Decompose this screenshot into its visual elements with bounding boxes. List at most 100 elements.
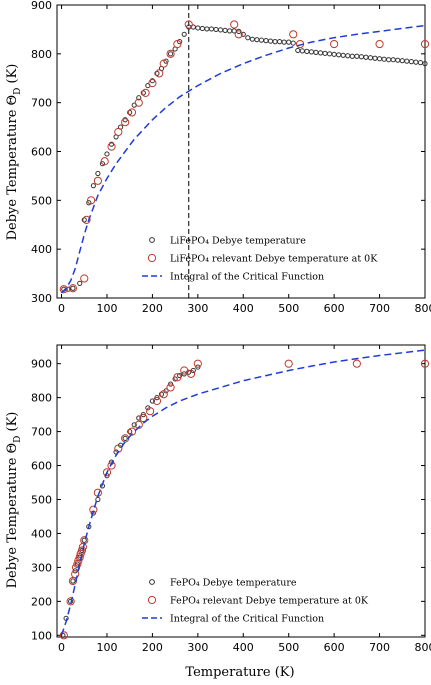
data-point <box>90 183 96 189</box>
data-point <box>186 369 192 375</box>
data-point <box>66 597 75 606</box>
y-tick-label: 900 <box>31 358 52 371</box>
data-point <box>70 578 76 584</box>
series-line <box>60 24 426 294</box>
x-axis-label: Temperature (K) <box>185 665 294 680</box>
data-point <box>180 366 189 375</box>
data-point <box>258 37 265 43</box>
data-point <box>181 31 187 37</box>
y-tick-label: 100 <box>31 629 52 642</box>
data-point <box>304 48 310 54</box>
data-point <box>71 570 80 579</box>
x-tick-label: 600 <box>324 641 345 654</box>
data-point <box>163 58 169 64</box>
y-tick-label: 600 <box>31 146 52 159</box>
data-point <box>127 428 133 435</box>
data-point <box>322 50 328 56</box>
data-point <box>289 30 298 39</box>
x-tick-label: 0 <box>58 302 65 315</box>
data-point <box>272 39 278 45</box>
legend-swatch <box>149 237 155 243</box>
x-tick-label: 700 <box>369 641 390 654</box>
data-point <box>363 54 369 60</box>
y-axis-label-bottom: Debye Temperature ΘD (K) <box>5 412 23 589</box>
data-point <box>222 27 228 33</box>
data-point <box>227 28 233 34</box>
data-point <box>154 70 160 76</box>
data-point <box>249 36 255 42</box>
data-point <box>184 20 193 29</box>
y-tick-label: 700 <box>31 97 52 110</box>
data-point <box>217 27 224 33</box>
data-point <box>134 420 143 429</box>
data-point <box>149 398 156 404</box>
data-point <box>95 496 101 503</box>
series-2 <box>59 359 430 640</box>
data-point <box>95 170 101 177</box>
data-point <box>299 48 305 54</box>
data-point <box>172 376 178 382</box>
data-point <box>372 55 378 61</box>
data-point <box>158 391 165 397</box>
data-point <box>139 413 148 423</box>
data-point <box>263 38 269 44</box>
data-point <box>195 25 201 31</box>
series-3 <box>60 349 426 636</box>
y-tick-label: 300 <box>31 292 52 305</box>
x-tick-label: 0 <box>58 641 65 654</box>
y-tick-label: 500 <box>31 194 52 207</box>
data-point <box>240 31 246 37</box>
data-point <box>186 369 196 378</box>
data-point <box>114 127 123 137</box>
data-point <box>93 176 102 185</box>
data-point <box>376 56 383 62</box>
y-axis-label-top: Debye Temperature ΘD (K) <box>5 64 23 241</box>
data-point <box>166 49 175 58</box>
data-point <box>173 39 182 49</box>
data-point <box>155 69 164 78</box>
data-point <box>284 359 293 368</box>
y-tick-label: 500 <box>31 493 52 506</box>
data-point <box>141 88 150 98</box>
data-point <box>386 57 392 63</box>
data-point <box>313 49 319 55</box>
legend-swatch <box>147 253 157 263</box>
data-point <box>340 52 346 58</box>
chart-panel-top: 0 100 200 300 400 500 600 700 800 300 400 500 600 700… <box>31 0 431 315</box>
y-tick-label: 400 <box>31 527 52 540</box>
y-tick-label: 600 <box>31 460 52 473</box>
data-point <box>81 217 87 223</box>
data-point <box>395 57 401 63</box>
y-tick-label: 700 <box>31 426 52 439</box>
chart-panel-bottom: 0 100 200 300 400 500 600 700 800 100 200 300 400 500… <box>31 344 431 654</box>
data-point <box>104 151 110 157</box>
data-point <box>107 461 116 470</box>
data-point <box>86 200 92 206</box>
x-tick-label: 500 <box>278 302 299 315</box>
data-point <box>204 26 210 32</box>
legend: FePO₄ Debye temperature FePO₄ relevant De… <box>142 578 369 625</box>
series-1 <box>61 24 428 292</box>
data-point <box>352 359 361 368</box>
data-point <box>375 39 384 49</box>
legend-entry: LiFePO₄ relevant Debye temperature at 0K <box>170 254 378 265</box>
data-point <box>317 50 324 56</box>
data-point <box>173 373 182 382</box>
data-point <box>140 90 146 96</box>
y-tick-label: 900 <box>31 0 52 12</box>
y-tick-label: 200 <box>31 595 52 608</box>
data-point <box>121 118 130 127</box>
legend-entry: FePO₄ relevant Debye temperature at 0K <box>170 596 369 607</box>
y-tick-label: 300 <box>31 561 52 574</box>
x-tick-label: 200 <box>142 302 163 315</box>
x-tick-label: 200 <box>142 641 163 654</box>
data-point <box>245 35 251 41</box>
data-point <box>99 161 106 167</box>
legend-entry: Integral of the Critical Function <box>170 272 324 283</box>
data-point <box>59 631 68 640</box>
data-point <box>413 59 419 65</box>
data-point <box>167 51 174 57</box>
data-point <box>295 47 301 54</box>
data-point <box>381 56 387 62</box>
data-point <box>420 39 430 49</box>
